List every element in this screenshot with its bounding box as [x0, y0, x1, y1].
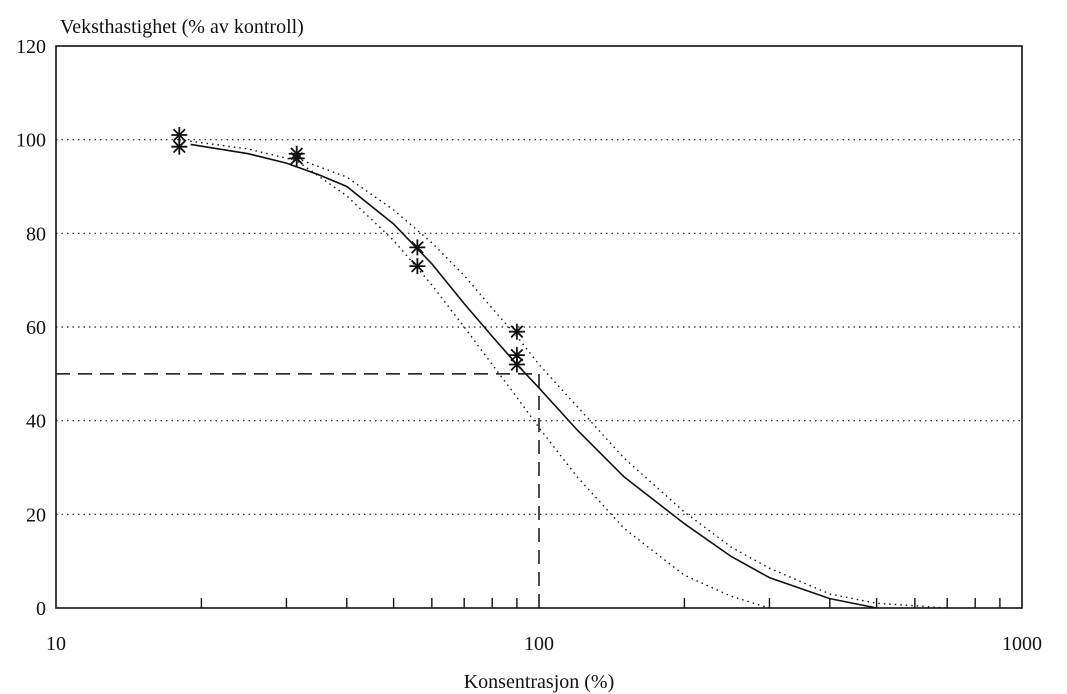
data-point-asterisk — [288, 150, 305, 167]
asterisk-stroke — [410, 240, 424, 254]
x-axis-ticks: 10 100 1000 — [46, 598, 1042, 655]
asterisk-stroke — [510, 348, 524, 362]
x-tick-label: 1000 — [1002, 633, 1042, 655]
asterisk-stroke — [172, 140, 186, 154]
asterisk-stroke — [510, 358, 524, 371]
y-tick-label: 120 — [16, 36, 46, 58]
data-point-asterisk — [409, 239, 426, 256]
plot-frame — [55, 45, 1023, 609]
x-tick-label: 10 — [46, 633, 66, 655]
confidence-bound-curve — [296, 157, 948, 609]
y-tick-label: 20 — [26, 504, 46, 526]
asterisk-stroke — [290, 152, 304, 165]
data-point-asterisk — [508, 323, 525, 340]
data-points — [171, 126, 525, 373]
asterisk-stroke — [172, 128, 186, 142]
grid-lines — [56, 139, 1022, 515]
x-tick-label: 100 — [524, 633, 554, 655]
fitted-curve — [190, 143, 877, 609]
y-tick-label: 40 — [26, 411, 46, 433]
asterisk-stroke — [410, 259, 424, 273]
data-point-asterisk — [171, 138, 188, 155]
y-tick-label: 100 — [16, 130, 46, 152]
y-axis-ticks: 0 20 40 60 80 100 120 — [16, 36, 46, 620]
y-tick-label: 80 — [26, 223, 46, 245]
reference-lines — [56, 373, 540, 608]
data-point-asterisk — [508, 347, 525, 364]
data-point-asterisk — [409, 258, 426, 275]
x-axis-title: Konsentrasjon (%) — [464, 671, 615, 693]
y-tick-label: 0 — [36, 598, 46, 620]
data-point-asterisk — [508, 356, 525, 373]
asterisk-stroke — [510, 325, 524, 339]
y-axis-title: Veksthastighet (% av kontroll) — [60, 16, 304, 38]
y-tick-label: 60 — [26, 317, 46, 339]
curves — [179, 139, 948, 609]
